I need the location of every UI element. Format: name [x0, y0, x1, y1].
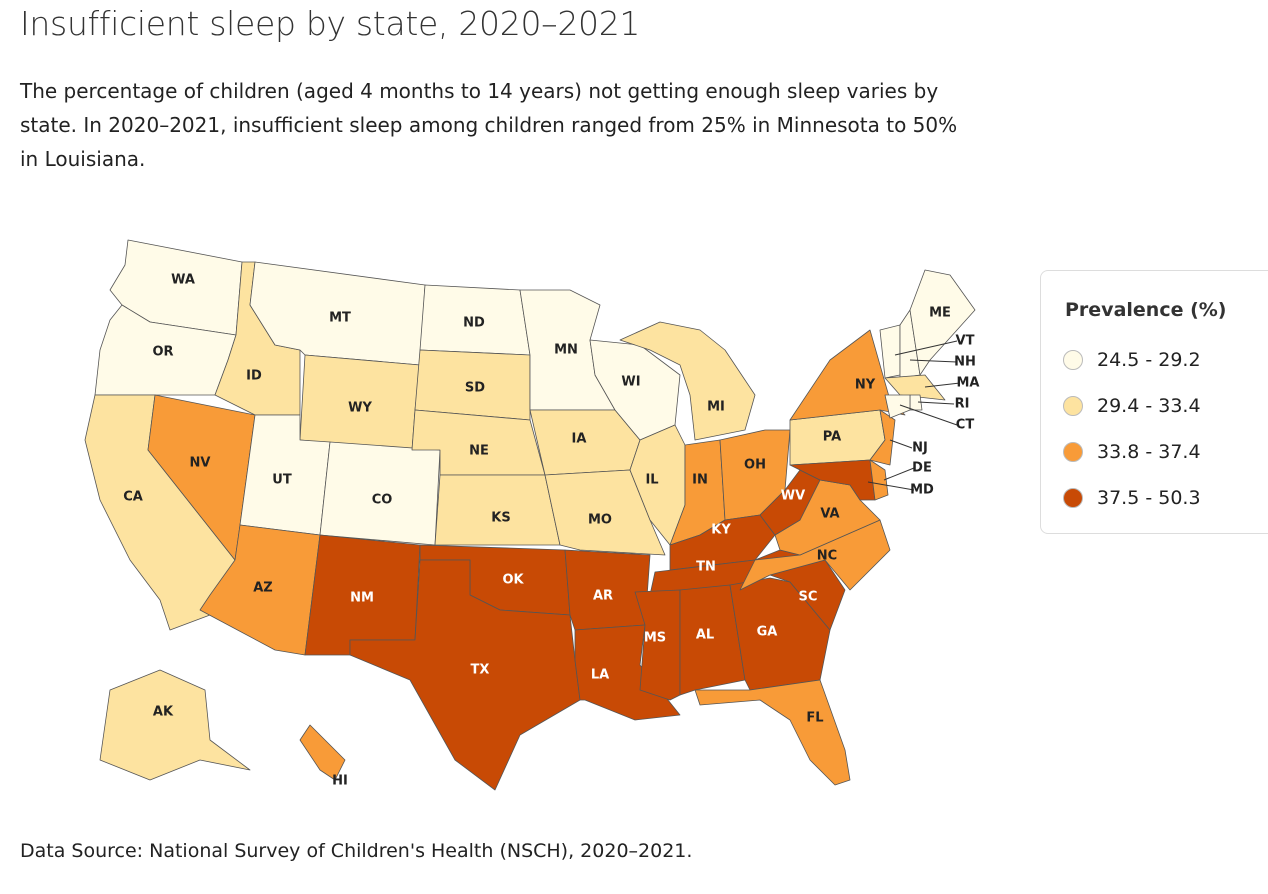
state-label: WY — [348, 401, 372, 416]
state-label: NH — [954, 355, 976, 370]
state — [884, 394, 911, 419]
state-label: MO — [588, 513, 612, 528]
legend-item: 37.5 - 50.3 — [1063, 484, 1201, 512]
state-label: GA — [757, 625, 778, 640]
subtitle: The percentage of children (aged 4 month… — [20, 79, 958, 171]
source: Data Source: National Survey of Children… — [20, 840, 693, 862]
state-label: MN — [554, 343, 578, 358]
state-label: RI — [955, 397, 970, 412]
state-label: HI — [332, 774, 348, 789]
state-label: IA — [572, 432, 587, 447]
state — [349, 559, 581, 791]
state-label: NY — [855, 378, 876, 393]
legend-swatch — [1063, 350, 1083, 370]
leader-line — [883, 467, 915, 481]
leader-line — [917, 401, 955, 405]
legend-label: 29.4 - 33.4 — [1097, 395, 1201, 417]
state-label: NC — [817, 549, 837, 564]
state-label: OR — [152, 345, 173, 360]
state — [869, 459, 889, 501]
state-label: WV — [781, 489, 805, 504]
state — [99, 669, 251, 781]
state-label: WI — [621, 375, 640, 390]
state — [879, 324, 901, 379]
state-label: NM — [350, 591, 374, 606]
state-label: VT — [956, 334, 975, 349]
state — [909, 269, 976, 376]
state-label: UT — [272, 473, 292, 488]
state-label: TN — [696, 560, 716, 575]
legend-swatch — [1063, 488, 1083, 508]
state-label: OK — [502, 573, 524, 588]
state — [619, 321, 756, 441]
state-label: ME — [929, 306, 951, 321]
state — [869, 409, 896, 466]
state-label: ND — [463, 316, 485, 331]
map: WA OR CA NV ID MT WY UT CO AZ NM ND SD NE KS OK TX MN IA MO… — [84, 239, 980, 791]
state-label: PA — [823, 430, 841, 445]
state-label: LA — [591, 668, 609, 683]
state-label: DE — [912, 461, 932, 476]
state — [729, 577, 831, 691]
state-label: SC — [799, 590, 818, 605]
state-label: MD — [910, 483, 934, 498]
state-label: OH — [744, 458, 766, 473]
state-label: KY — [711, 523, 731, 538]
state-label: AL — [696, 628, 714, 643]
legend-label: 24.5 - 29.2 — [1097, 349, 1201, 371]
legend-item: 33.8 - 37.4 — [1063, 438, 1201, 466]
state-label: IL — [645, 473, 658, 488]
legend-label: 33.8 - 37.4 — [1097, 441, 1201, 463]
leader-line — [924, 382, 961, 388]
state-label: CT — [956, 418, 975, 433]
leader-line — [909, 359, 958, 363]
state-label: TX — [471, 663, 490, 678]
state-label: AZ — [253, 581, 273, 596]
state-label: SD — [465, 381, 485, 396]
title: Insufficient sleep by state, 2020–2021 — [20, 4, 641, 43]
leader-line — [899, 404, 958, 426]
state-label: VA — [820, 507, 839, 522]
legend-swatch — [1063, 396, 1083, 416]
state-label: IN — [692, 473, 708, 488]
state-label: NE — [469, 444, 489, 459]
legend-swatch — [1063, 442, 1083, 462]
state — [884, 374, 946, 401]
leader-line — [894, 340, 958, 356]
state-label: WA — [171, 273, 195, 288]
state-label: NJ — [912, 441, 928, 456]
legend-item: 24.5 - 29.2 — [1063, 346, 1201, 374]
legend-label: 37.5 - 50.3 — [1097, 487, 1201, 509]
state — [299, 724, 346, 781]
state-label: MS — [644, 631, 666, 646]
state-label: CA — [123, 490, 143, 505]
state-label: ID — [246, 369, 262, 384]
state-label: FL — [806, 711, 823, 726]
state-label: AR — [593, 589, 613, 604]
state-label: MA — [957, 376, 980, 391]
state — [574, 624, 681, 721]
state — [694, 679, 851, 786]
leader-line — [867, 481, 915, 491]
state-label: AK — [153, 705, 174, 720]
state-label: CO — [372, 493, 393, 508]
state — [679, 584, 746, 696]
state-label: KS — [491, 511, 510, 526]
state-label: MT — [329, 311, 351, 326]
legend-item: 29.4 - 33.4 — [1063, 392, 1201, 420]
state-label: MI — [707, 400, 725, 415]
leader-line — [889, 439, 913, 449]
legend-title: Prevalence (%) — [1065, 299, 1227, 321]
legend: Prevalence (%) 24.5 - 29.2 29.4 - 33.4 33.… — [1040, 270, 1268, 534]
state-label: NV — [190, 456, 211, 471]
